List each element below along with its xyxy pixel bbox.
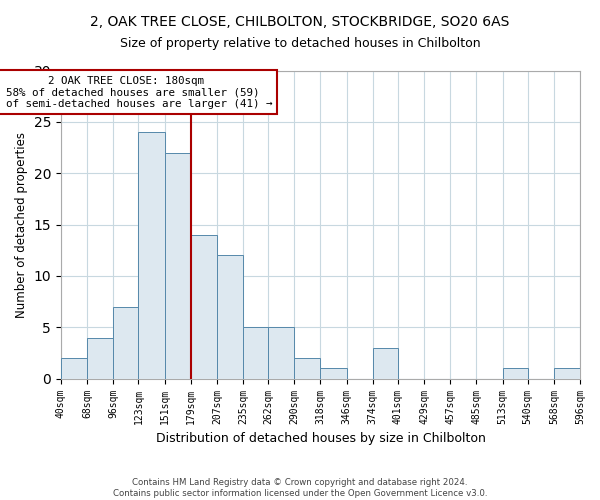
Bar <box>243 328 268 378</box>
Bar <box>164 152 191 378</box>
Bar <box>554 368 580 378</box>
Bar <box>268 328 295 378</box>
Bar <box>87 338 113 378</box>
Text: 2, OAK TREE CLOSE, CHILBOLTON, STOCKBRIDGE, SO20 6AS: 2, OAK TREE CLOSE, CHILBOLTON, STOCKBRID… <box>91 15 509 29</box>
Bar <box>320 368 347 378</box>
X-axis label: Distribution of detached houses by size in Chilbolton: Distribution of detached houses by size … <box>155 432 485 445</box>
Text: Size of property relative to detached houses in Chilbolton: Size of property relative to detached ho… <box>119 38 481 51</box>
Bar <box>139 132 164 378</box>
Bar <box>295 358 320 378</box>
Bar <box>503 368 528 378</box>
Bar <box>61 358 87 378</box>
Bar <box>373 348 398 378</box>
Bar <box>217 256 243 378</box>
Bar <box>113 307 139 378</box>
Y-axis label: Number of detached properties: Number of detached properties <box>15 132 28 318</box>
Text: 2 OAK TREE CLOSE: 180sqm
← 58% of detached houses are smaller (59)
41% of semi-d: 2 OAK TREE CLOSE: 180sqm ← 58% of detach… <box>0 76 272 109</box>
Bar <box>191 235 217 378</box>
Text: Contains HM Land Registry data © Crown copyright and database right 2024.
Contai: Contains HM Land Registry data © Crown c… <box>113 478 487 498</box>
